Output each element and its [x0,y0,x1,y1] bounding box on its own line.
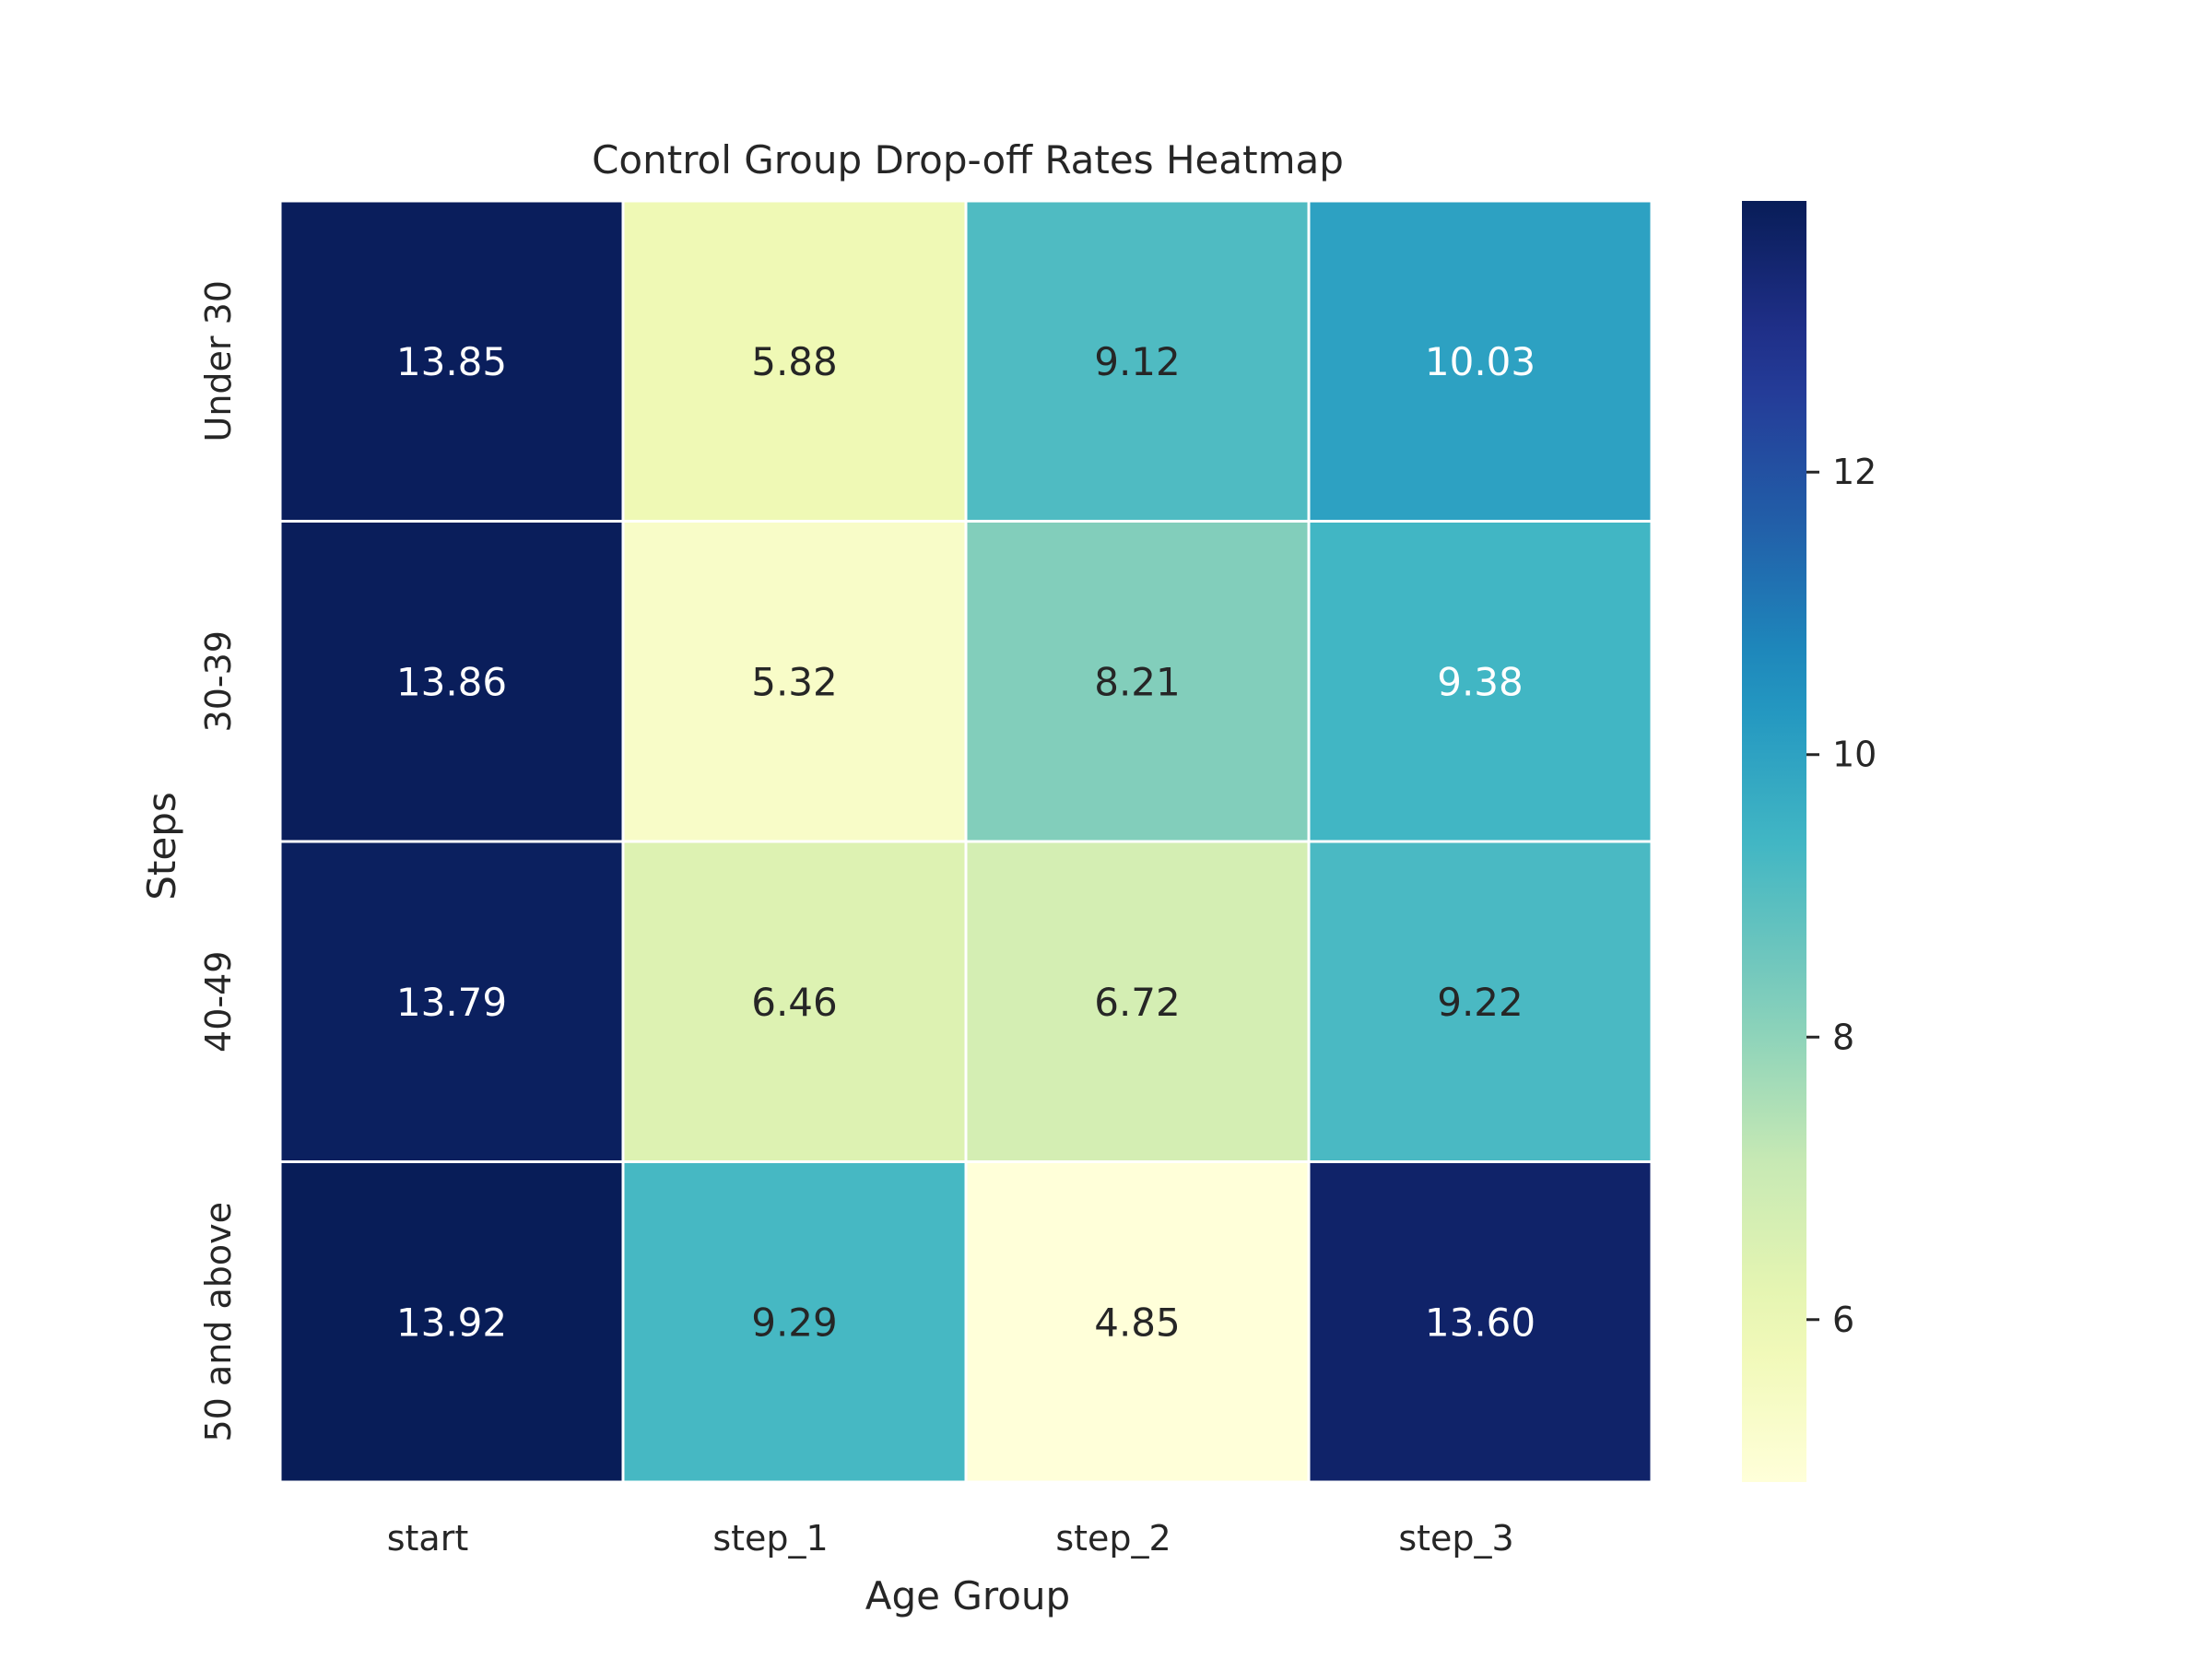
chart-title: Control Group Drop-off Rates Heatmap [592,137,1344,182]
cell-value-label: 6.72 [1094,980,1181,1025]
cell-value-label: 8.21 [1094,659,1181,704]
colorbar-ticks: 6 8 10 12 [1806,452,1877,1340]
heatmap-cell [1307,520,1653,843]
heatmap-cells: 13.85 5.88 9.12 10.03 13.86 5.32 8.21 9.38 13.79… [278,199,1653,1484]
heatmap-cell [1307,840,1653,1163]
cell-value-label: 13.85 [396,339,507,384]
colorbar-tick-label: 12 [1832,452,1877,492]
cell-value-label: 9.12 [1094,339,1181,384]
colorbar-tick-label: 6 [1832,1300,1854,1340]
heatmap-cell [1307,199,1653,523]
y-axis-label: Steps [139,792,184,900]
heatmap-cell [621,840,968,1163]
cell-value-label: 5.32 [751,659,838,704]
colorbar-tick-label: 8 [1832,1017,1854,1057]
heatmap-cell [278,199,625,523]
x-tick-label: start [387,1518,469,1559]
heatmap-cell [1307,1160,1653,1484]
y-tick-label: 40-49 [198,951,239,1053]
cell-value-label: 9.22 [1437,980,1524,1025]
colorbar-tick-label: 10 [1832,735,1877,775]
cell-value-label: 10.03 [1425,339,1535,384]
cell-value-label: 9.29 [751,1300,838,1345]
cell-value-label: 13.86 [396,659,507,704]
cell-value-label: 13.60 [1425,1300,1535,1345]
heatmap-cell [964,1160,1311,1484]
cell-value-label: 13.92 [396,1300,507,1345]
y-tick-label: Under 30 [198,280,239,441]
heatmap-cell [278,520,625,843]
heatmap-cell [621,520,968,843]
y-tick-label: 50 and above [198,1202,239,1442]
cell-value-label: 13.79 [396,980,507,1025]
heatmap-cell [621,1160,968,1484]
x-tick-label: step_1 [712,1518,828,1559]
cell-value-label: 9.38 [1437,659,1524,704]
heatmap-cell [964,199,1311,523]
y-tick-label: 30-39 [198,630,239,732]
x-axis-label: Age Group [865,1573,1070,1618]
cell-value-label: 4.85 [1094,1300,1181,1345]
y-axis-ticks: Under 30 30-39 40-49 50 and above [198,280,239,1441]
cell-value-label: 5.88 [751,339,838,384]
colorbar [1742,201,1806,1482]
x-axis-ticks: start step_1 step_2 step_3 [387,1518,1514,1559]
cell-value-label: 6.46 [751,980,838,1025]
x-tick-label: step_2 [1055,1518,1171,1559]
heatmap-cell [621,199,968,523]
x-tick-label: step_3 [1398,1518,1513,1559]
heatmap-cell [278,1160,625,1484]
